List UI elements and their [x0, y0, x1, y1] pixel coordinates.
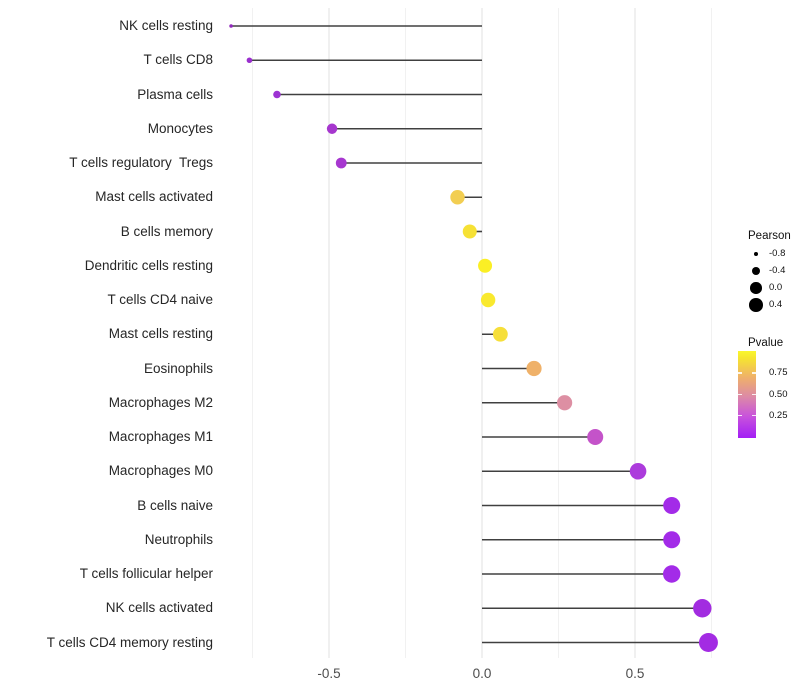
y-axis-label: Macrophages M0 — [108, 463, 213, 479]
size-legend-label: -0.8 — [769, 248, 786, 259]
y-axis-label: T cells regulatory Tregs — [69, 155, 213, 170]
size-legend-label: -0.4 — [769, 265, 786, 276]
colorbar-tick — [738, 372, 742, 374]
data-point-dot — [663, 565, 681, 583]
y-axis-label: B cells memory — [120, 223, 213, 239]
size-legend-dot — [750, 282, 762, 294]
y-axis-label: Mast cells activated — [95, 189, 213, 205]
data-point-dot — [663, 531, 681, 549]
y-axis-label: T cells CD4 memory resting — [46, 634, 213, 650]
data-point-dot — [629, 462, 647, 480]
data-point-dot — [693, 599, 712, 618]
size-legend-label: 0.0 — [769, 282, 783, 293]
data-point-dot — [246, 57, 253, 64]
colorbar-tick-label: 0.25 — [769, 409, 788, 421]
y-axis-label: B cells naive — [137, 497, 213, 513]
data-point-dot — [492, 326, 508, 342]
colorbar-tick — [752, 372, 756, 374]
y-axis-label: Dendritic cells resting — [84, 257, 213, 273]
y-axis-label: Monocytes — [147, 120, 213, 136]
x-axis-tick-label: 0.5 — [625, 666, 645, 681]
data-point-dot — [526, 360, 542, 377]
y-axis-label: Neutrophils — [144, 531, 213, 547]
colorbar-tick — [752, 393, 756, 396]
y-axis-label: T cells follicular helper — [79, 566, 213, 581]
y-axis-label: T cells CD4 naive — [107, 292, 213, 307]
size-legend-dot — [753, 251, 759, 257]
size-legend-label: 0.4 — [769, 299, 783, 310]
data-point-dot — [326, 123, 338, 134]
x-axis-tick-label: -0.5 — [317, 666, 341, 681]
data-point-dot — [587, 429, 604, 445]
colorbar-tick — [752, 414, 756, 417]
colorbar-tick — [738, 414, 742, 417]
colorbar-tick-label: 0.75 — [769, 367, 788, 378]
colorbar-tick — [738, 393, 742, 396]
pvalue-colorbar — [738, 351, 756, 438]
data-point-dot — [450, 190, 465, 205]
data-point-dot — [557, 395, 573, 411]
pearson-size-legend-title: Pearson — [748, 230, 791, 242]
y-axis-label: NK cells resting — [119, 18, 213, 33]
data-point-dot — [229, 24, 233, 28]
y-axis-label: NK cells activated — [105, 600, 213, 616]
data-point-dot — [698, 633, 718, 652]
y-axis-label: Plasma cells — [137, 86, 213, 102]
y-axis-label: Eosinophils — [143, 360, 213, 376]
data-point-dot — [273, 90, 281, 99]
data-point-dot — [335, 157, 347, 169]
y-axis-label: Macrophages M1 — [108, 429, 213, 444]
data-point-dot — [480, 292, 496, 308]
x-axis-tick-label: 0.0 — [472, 666, 492, 681]
size-legend-dot — [751, 266, 761, 276]
size-legend-dot — [749, 298, 763, 312]
y-axis-label: Mast cells resting — [108, 326, 213, 342]
y-axis-label: Macrophages M2 — [108, 394, 213, 410]
pvalue-color-legend-title: Pvalue — [748, 337, 784, 349]
y-axis-label: T cells CD8 — [143, 52, 213, 68]
colorbar-tick-label: 0.50 — [769, 388, 788, 400]
data-point-dot — [478, 258, 493, 273]
data-point-dot — [462, 224, 477, 239]
data-point-dot — [663, 497, 681, 514]
